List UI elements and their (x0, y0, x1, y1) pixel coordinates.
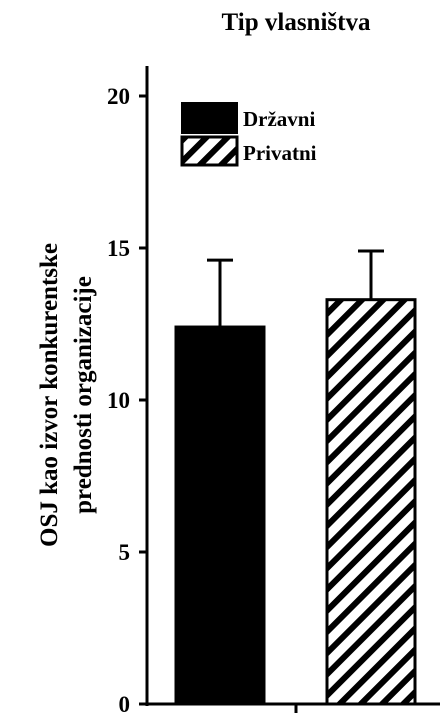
y-tick-label: 15 (107, 236, 130, 261)
y-axis-label: OSJ kao izvor konkurentske prednosti org… (36, 243, 97, 547)
y-ticks: 0 5 10 15 20 (107, 84, 147, 713)
y-axis-label-line2: prednosti organizacije (70, 276, 97, 514)
legend: Državni Privatni (180, 102, 317, 167)
chart-title: Tip vlasništva (222, 9, 371, 36)
legend-swatch-drzavni (181, 102, 238, 134)
legend-swatch-privatni (180, 135, 239, 167)
y-tick-label: 10 (107, 388, 130, 413)
legend-label-privatni: Privatni (243, 141, 317, 165)
y-tick-label: 20 (107, 84, 130, 109)
y-tick-label: 0 (119, 692, 131, 713)
y-tick-label: 5 (119, 540, 131, 565)
bars (174, 249, 417, 706)
y-axis-label-line1: OSJ kao izvor konkurentske (36, 243, 63, 547)
bar-1 (174, 325, 266, 706)
bar-2 (325, 298, 417, 706)
legend-label-drzavni: Državni (243, 107, 315, 131)
